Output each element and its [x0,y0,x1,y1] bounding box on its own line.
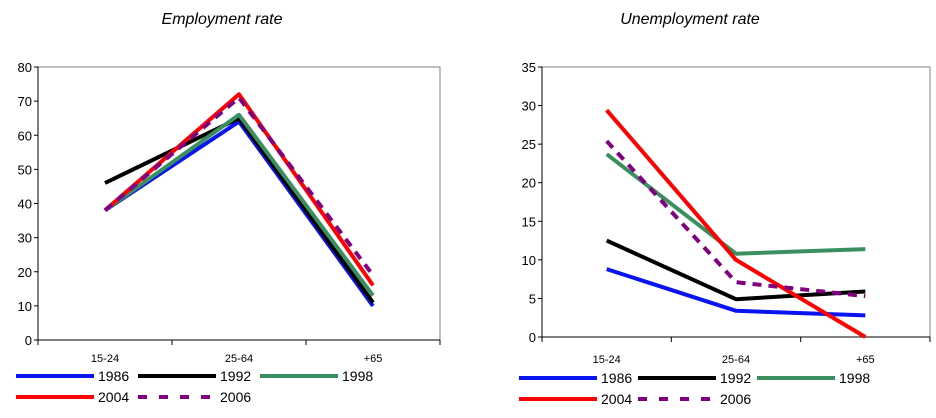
legend-label: 1992 [220,368,251,384]
chart-employment: Employment rate 0 10 20 30 40 50 60 70 80 15-24 25-… [16,11,441,405]
y-tick-label: 25 [522,137,536,152]
series-line-1998 [103,112,375,297]
legend-label: 2006 [220,389,251,405]
series-line-2006 [103,95,375,277]
y-tick-label: 30 [18,231,32,246]
series-line-2006 [605,139,866,299]
legend-label: 1992 [720,370,751,386]
legend-label: 1998 [839,370,870,386]
y-tick-label: 35 [522,60,536,75]
legend-label: 1986 [98,368,129,384]
legend-label: 2006 [720,391,751,407]
legend-label: 2004 [98,389,129,405]
y-tick-label: 50 [18,162,32,177]
series-line-1998 [605,152,866,256]
y-tick-label: 5 [529,291,536,306]
series-line-1992 [605,238,866,302]
chart-title: Employment rate [162,11,283,28]
y-tick-label: 0 [529,330,536,345]
y-tick-label: 60 [18,128,32,143]
y-tick-label: 20 [18,265,32,280]
legend-label: 2004 [601,391,632,407]
y-tick-label: 15 [522,214,536,229]
series-line-1986 [103,119,375,308]
x-tick-label: 15-24 [91,353,119,365]
series-line-1986 [606,267,866,318]
legend-label: 1998 [342,368,373,384]
chart-title: Unemployment rate [620,11,760,28]
series-line-1992 [104,116,375,304]
y-tick-label: 0 [25,333,32,348]
y-tick-label: 10 [522,253,536,268]
plot-area [541,66,931,338]
x-tick-label: 25-64 [225,353,253,365]
y-tick-label: 70 [18,94,32,109]
plot-area [37,66,441,341]
y-tick-label: 40 [18,197,32,212]
x-tick-label: 25-64 [722,354,750,366]
x-tick-label: +65 [364,353,383,365]
y-tick-label: 80 [18,60,32,75]
x-tick-label: 15-24 [593,354,621,366]
y-tick-label: 20 [522,176,536,191]
y-tick-label: 30 [522,99,536,114]
chart-unemployment: Unemployment rate 0 5 10 15 20 25 30 35 15-24 25-6… [519,11,931,407]
x-tick-label: +65 [856,354,875,366]
legend-label: 1986 [601,370,632,386]
series-line-2004 [103,92,375,287]
y-tick-label: 10 [18,299,32,314]
series-line-2004 [605,108,867,339]
